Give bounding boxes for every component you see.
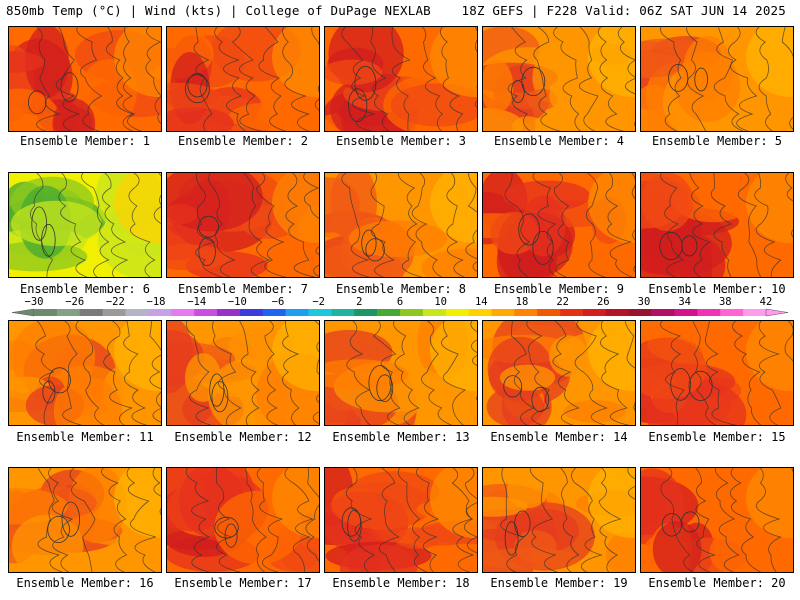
colorbar-segment — [651, 309, 675, 316]
ensemble-member-label: Ensemble Member: 14 — [490, 430, 628, 444]
colorbar-segment — [217, 309, 241, 316]
ensemble-map-panel — [324, 320, 478, 426]
ensemble-map-panel — [8, 467, 162, 573]
colorbar-tick-label: −26 — [65, 296, 85, 308]
colorbar-segment — [125, 309, 149, 316]
colorbar-tick-label: 26 — [596, 296, 610, 308]
ensemble-map-panel — [8, 320, 162, 426]
ensemble-member-label: Ensemble Member: 8 — [335, 282, 467, 296]
colorbar-segment — [743, 309, 767, 316]
colorbar-segment — [285, 309, 309, 316]
colorbar-tick-label: −6 — [271, 296, 285, 308]
ensemble-member-label: Ensemble Member: 4 — [493, 134, 625, 148]
colorbar-segment — [354, 309, 378, 316]
colorbar-max-arrow — [765, 308, 789, 317]
ensemble-member-label: Ensemble Member: 11 — [16, 430, 154, 444]
colorbar-tick-label: 22 — [556, 296, 570, 308]
colorbar-tick-label: −14 — [187, 296, 207, 308]
ensemble-member-label: Ensemble Member: 2 — [177, 134, 309, 148]
ensemble-member-label: Ensemble Member: 19 — [490, 576, 628, 590]
map-title: 850mb Temp (°C) | Wind (kts) | College o… — [6, 3, 431, 18]
colorbar-segment — [537, 309, 561, 316]
ensemble-map-panel — [640, 320, 794, 426]
ensemble-member-label: Ensemble Member: 12 — [174, 430, 312, 444]
colorbar-tick-label: 18 — [515, 296, 529, 308]
colorbar-segment — [514, 309, 538, 316]
colorbar-segment — [239, 309, 264, 316]
ensemble-member-label: Ensemble Member: 9 — [493, 282, 625, 296]
ensemble-member-label: Ensemble Member: 6 — [19, 282, 151, 296]
ensemble-member-label: Ensemble Member: 7 — [177, 282, 309, 296]
colorbar-tick-label: −10 — [227, 296, 247, 308]
ensemble-member-label: Ensemble Member: 16 — [16, 576, 154, 590]
ensemble-map-panel — [8, 172, 162, 278]
valid-time-label: 18Z GEFS | F228 Valid: 06Z SAT JUN 14 20… — [461, 3, 786, 18]
colorbar-segment — [720, 309, 744, 316]
colorbar-segment — [400, 309, 424, 316]
ensemble-member-label: Ensemble Member: 3 — [335, 134, 467, 148]
colorbar-segment — [56, 309, 81, 316]
ensemble-member-label: Ensemble Member: 5 — [651, 134, 783, 148]
ensemble-member-label: Ensemble Member: 13 — [332, 430, 470, 444]
colorbar-tick-label: 34 — [678, 296, 692, 308]
colorbar-segment — [605, 309, 630, 316]
colorbar-tick-label: −2 — [312, 296, 326, 308]
colorbar-segment — [34, 309, 58, 316]
colorbar-tick-label: 6 — [396, 296, 404, 308]
ensemble-member-label: Ensemble Member: 18 — [332, 576, 470, 590]
ensemble-map-panel — [640, 172, 794, 278]
colorbar-segment — [171, 309, 195, 316]
colorbar-segment — [468, 309, 492, 316]
colorbar-segment — [308, 309, 332, 316]
ensemble-map-panel — [166, 320, 320, 426]
colorbar-segment — [262, 309, 286, 316]
colorbar-tick-label: −22 — [105, 296, 125, 308]
ensemble-member-label: Ensemble Member: 17 — [174, 576, 312, 590]
temperature-colorbar — [11, 308, 789, 317]
ensemble-map-panel — [482, 320, 636, 426]
ensemble-map-panel — [482, 172, 636, 278]
colorbar-segment — [697, 309, 721, 316]
ensemble-member-label: Ensemble Member: 20 — [648, 576, 786, 590]
ensemble-member-label: Ensemble Member: 10 — [648, 282, 786, 296]
ensemble-member-label: Ensemble Member: 1 — [19, 134, 151, 148]
ensemble-map-panel — [324, 172, 478, 278]
colorbar-segment — [560, 309, 584, 316]
ensemble-map-panel — [640, 467, 794, 573]
colorbar-segment — [583, 309, 607, 316]
ensemble-map-panel — [8, 26, 162, 132]
colorbar-segment — [491, 309, 515, 316]
ensemble-map-panel — [166, 172, 320, 278]
colorbar-segment — [79, 309, 103, 316]
ensemble-map-panel — [324, 467, 478, 573]
ensemble-member-label: Ensemble Member: 15 — [648, 430, 786, 444]
colorbar-tick-label: 10 — [434, 296, 448, 308]
colorbar-segment — [377, 309, 401, 316]
colorbar-segment — [445, 309, 469, 316]
colorbar-segment — [148, 309, 172, 316]
colorbar-tick-label: 2 — [356, 296, 363, 308]
colorbar-tick-label: −18 — [146, 296, 166, 308]
ensemble-map-panel — [324, 26, 478, 132]
colorbar-tick-label: 42 — [759, 296, 773, 308]
ensemble-map-panel — [482, 26, 636, 132]
colorbar-tick-label: 38 — [718, 296, 732, 308]
ensemble-map-panel — [166, 26, 320, 132]
colorbar-tick-label: 30 — [637, 296, 651, 308]
colorbar-tick-label: 14 — [474, 296, 488, 308]
ensemble-map-panel — [166, 467, 320, 573]
ensemble-map-panel — [640, 26, 794, 132]
colorbar-segment — [102, 309, 126, 316]
colorbar-segment — [331, 309, 355, 316]
colorbar-segment — [422, 309, 447, 316]
colorbar-tick-label: −30 — [24, 296, 44, 308]
colorbar-segment — [628, 309, 652, 316]
ensemble-map-panel — [482, 467, 636, 573]
colorbar-segment — [674, 309, 698, 316]
colorbar-segment — [194, 309, 218, 316]
colorbar-min-arrow — [11, 308, 35, 317]
